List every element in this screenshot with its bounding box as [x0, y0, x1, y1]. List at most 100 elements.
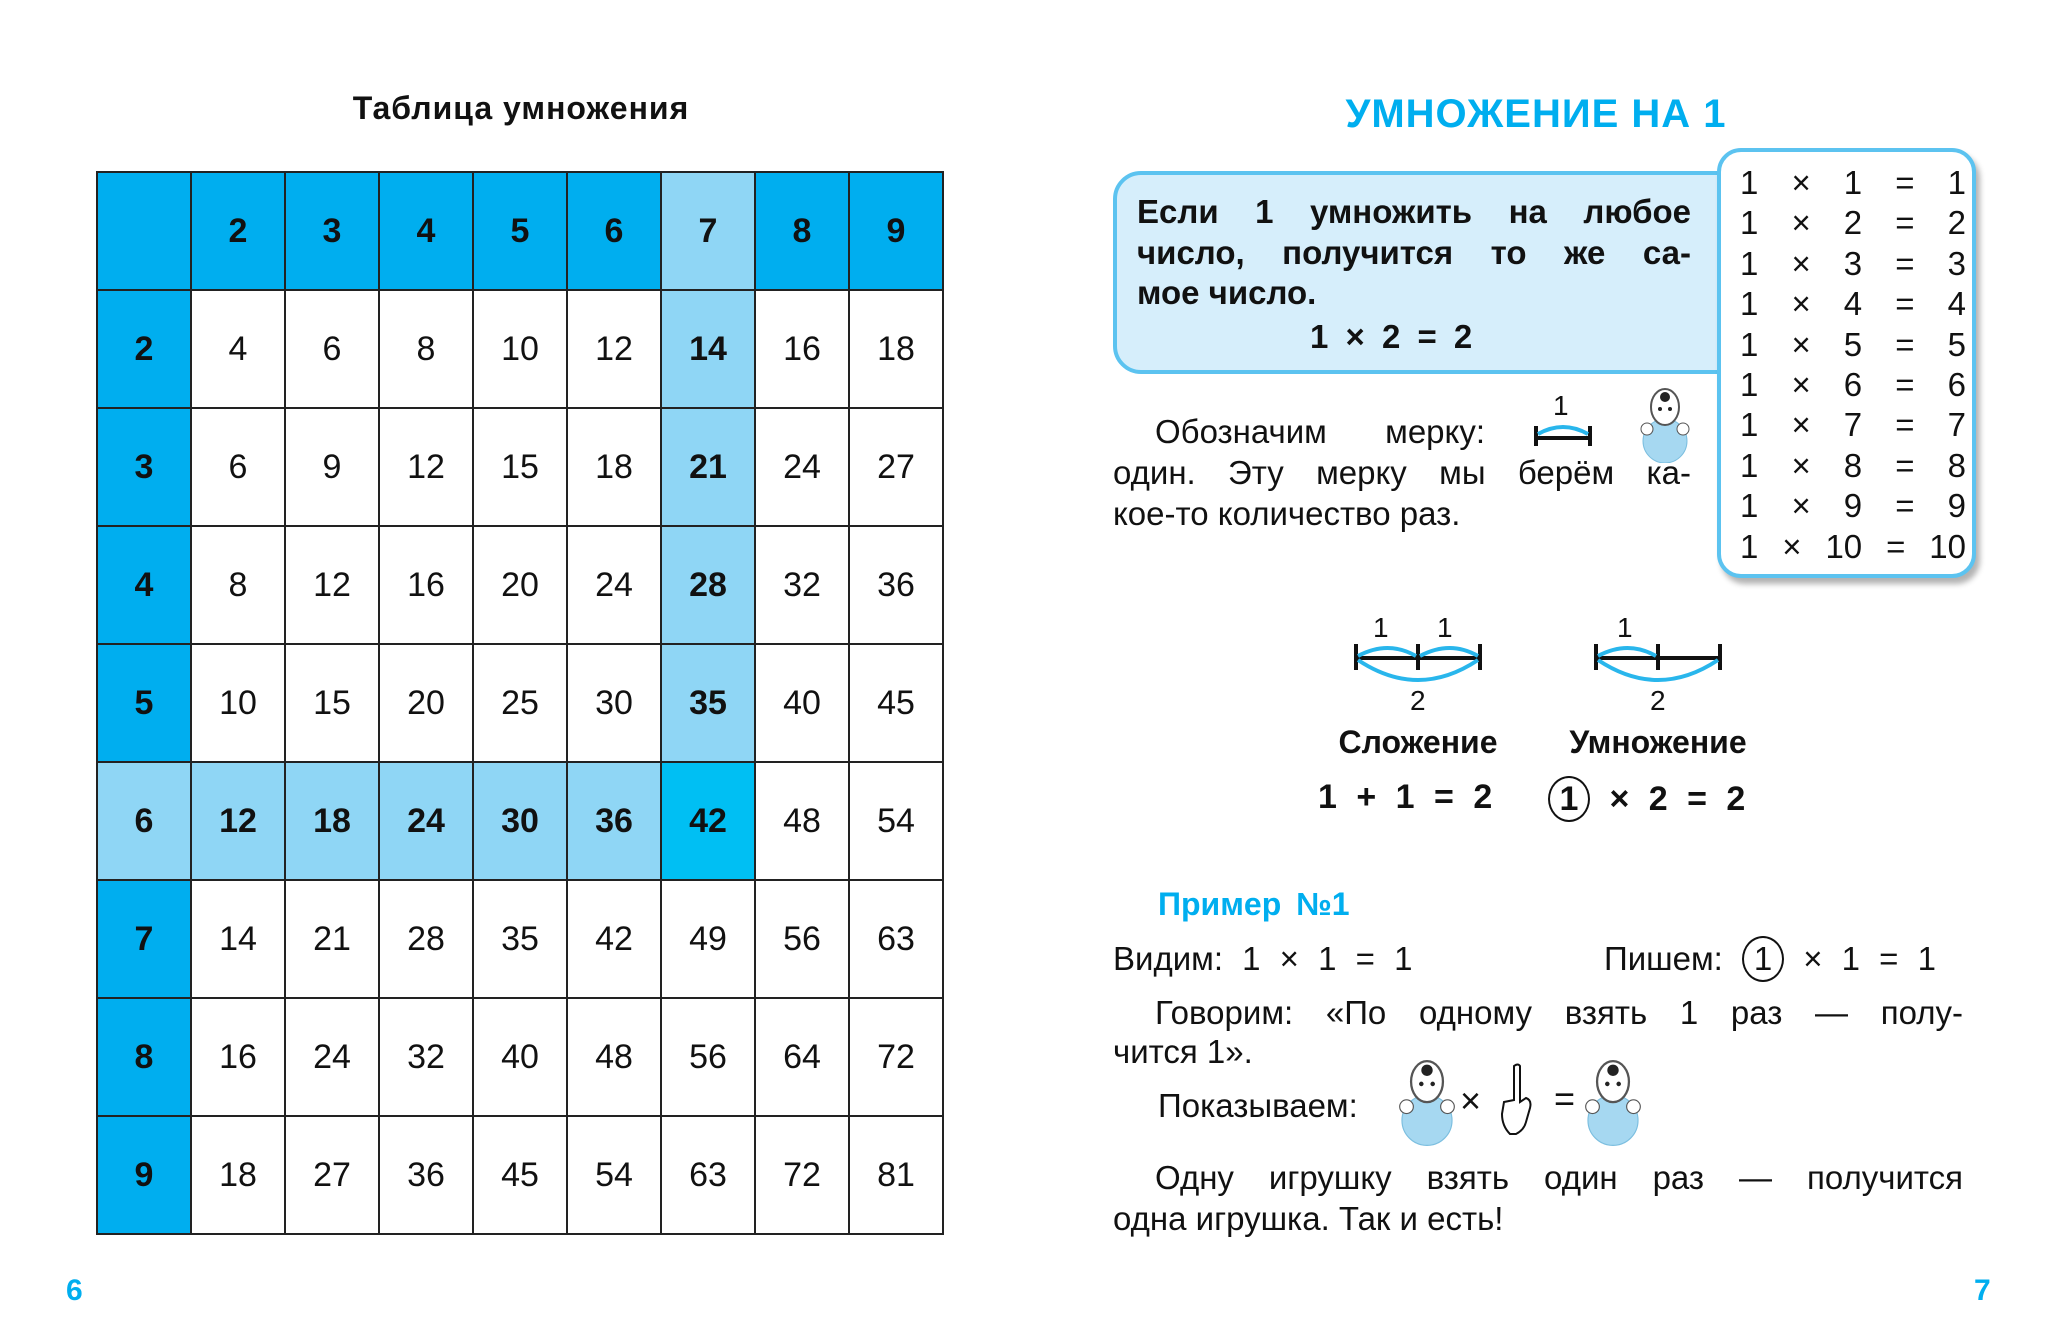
product-cell: 24 — [754, 407, 850, 527]
table-row: 8 16 24 32 40 48 56 64 72 — [96, 997, 944, 1117]
fact-token: × — [1791, 446, 1811, 484]
fact-token: 4 — [1947, 285, 1966, 323]
fact-line: 1 × 2 = 2 — [1740, 204, 1966, 242]
fact-token: × — [1791, 406, 1811, 444]
addition-segment-diagram — [1354, 644, 1482, 682]
fact-token: × — [1791, 487, 1811, 525]
fact-token: 3 — [1843, 244, 1863, 282]
product-cell: 72 — [848, 997, 944, 1117]
product-cell: 42 — [566, 879, 662, 999]
table-row: 3 6 9 12 15 18 21 24 27 — [96, 407, 944, 527]
fact-line: 1 × 10 = 10 — [1740, 528, 1966, 566]
product-cell: 12 — [566, 289, 662, 409]
product-cell: 81 — [848, 1115, 944, 1235]
product-cell: 63 — [660, 1115, 756, 1235]
product-cell: 30 — [566, 643, 662, 763]
add-top-label: 1 — [1373, 612, 1389, 643]
write-equation: Пишем: 1 × 1 = 1 — [1604, 936, 1936, 982]
fact-token: 1 — [1740, 406, 1759, 444]
fact-token: 10 — [1825, 527, 1863, 565]
product-cell: 18 — [190, 1115, 286, 1235]
fact-token: 1 — [1740, 164, 1759, 201]
fact-token: × — [1791, 285, 1811, 323]
fact-token: × — [1791, 325, 1811, 363]
rule-example: 1 × 2 = 2 — [1310, 318, 1473, 355]
fact-token: 9 — [1843, 487, 1863, 525]
product-cell: 48 — [754, 761, 850, 881]
header-cell: 3 — [96, 407, 192, 527]
measure-label: 1 — [1553, 390, 1569, 421]
product-cell: 27 — [848, 407, 944, 527]
product-cell: 16 — [378, 525, 474, 645]
product-cell: 56 — [660, 997, 756, 1117]
product-cell: 14 — [190, 879, 286, 999]
fact-token: 8 — [1947, 446, 1966, 484]
product-cell: 54 — [848, 761, 944, 881]
fact-token: = — [1895, 164, 1915, 201]
product-cell: 45 — [472, 1115, 568, 1235]
product-cell: 32 — [378, 997, 474, 1117]
product-cell: 14 — [660, 289, 756, 409]
table-title: Таблица умножения — [352, 90, 690, 126]
fact-line: 1 × 4 = 4 — [1740, 285, 1966, 323]
table-row: 9 18 27 36 45 54 63 72 81 — [96, 1115, 944, 1235]
product-cell: 21 — [284, 879, 380, 999]
header-cell: 7 — [96, 879, 192, 999]
header-cell: 3 — [284, 171, 380, 291]
fact-token: 1 — [1740, 285, 1759, 323]
fact-line: 1 × 7 = 7 — [1740, 406, 1966, 444]
product-cell: 45 — [848, 643, 944, 763]
fact-token: 4 — [1843, 285, 1863, 323]
product-cell: 63 — [848, 879, 944, 999]
fact-token: 7 — [1843, 406, 1863, 444]
fact-token: 2 — [1843, 204, 1863, 242]
product-cell: 64 — [754, 997, 850, 1117]
facts-box — [1717, 148, 1976, 578]
add-top-label: 1 — [1437, 612, 1453, 643]
product-cell: 24 — [378, 761, 474, 881]
product-cell: 28 — [378, 879, 474, 999]
see-equation: Видим: 1 × 1 = 1 — [1113, 940, 1413, 977]
fact-token: 7 — [1947, 406, 1966, 444]
fact-line: 1 × 3 = 3 — [1740, 245, 1966, 283]
product-cell: 30 — [472, 761, 568, 881]
product-cell: 24 — [566, 525, 662, 645]
header-cell: 6 — [96, 761, 192, 881]
fact-token: 1 — [1740, 366, 1759, 403]
product-cell: 40 — [754, 643, 850, 763]
product-cell: 15 — [284, 643, 380, 763]
product-cell: 20 — [378, 643, 474, 763]
product-cell: 36 — [848, 525, 944, 645]
fact-token: 2 — [1947, 204, 1966, 242]
fact-line: 1 × 9 = 9 — [1740, 487, 1966, 525]
fact-token: × — [1791, 244, 1811, 282]
circled-one: 1 — [1742, 936, 1785, 982]
fact-token: = — [1895, 325, 1915, 363]
fact-token: 6 — [1843, 366, 1863, 403]
fact-token: 1 — [1740, 244, 1759, 282]
page-title: УМНОЖЕНИЕ НА 1 — [1345, 92, 1727, 136]
product-cell: 40 — [472, 997, 568, 1117]
doll-icon — [1585, 1060, 1641, 1146]
doll-icon — [1399, 1060, 1455, 1146]
fact-token: × — [1791, 164, 1811, 201]
product-cell: 36 — [378, 1115, 474, 1235]
fact-token: × — [1791, 366, 1811, 403]
rule-line: Если 1 умножить на любое — [1137, 193, 1691, 230]
fact-token: = — [1895, 244, 1915, 282]
fact-token: 8 — [1843, 446, 1863, 484]
header-cell — [96, 171, 192, 291]
product-cell: 20 — [472, 525, 568, 645]
fact-token: 9 — [1947, 487, 1966, 525]
add-bottom-label: 2 — [1410, 685, 1426, 716]
fact-token: = — [1895, 446, 1915, 484]
header-cell: 2 — [96, 289, 192, 409]
fact-token: 1 — [1740, 527, 1759, 565]
product-cell: 16 — [190, 997, 286, 1117]
fact-line: 1 × 6 = 6 — [1740, 366, 1966, 404]
product-cell: 15 — [472, 407, 568, 527]
product-cell: 25 — [472, 643, 568, 763]
fact-token: 1 — [1740, 487, 1759, 525]
header-cell: 5 — [472, 171, 568, 291]
product-cell: 6 — [190, 407, 286, 527]
